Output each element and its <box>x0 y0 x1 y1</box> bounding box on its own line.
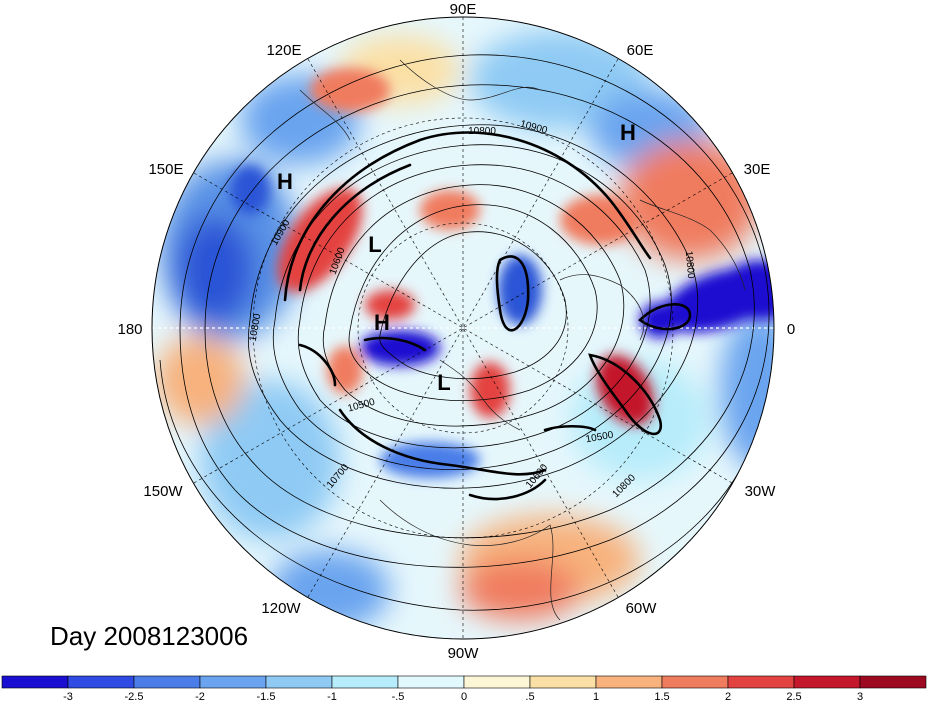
colorbar-tick-label: -.5 <box>392 691 405 702</box>
jet-contours <box>283 131 692 501</box>
colorbar-box <box>265 675 333 689</box>
colorbar: -3 -2.5 -2 -1.5 -1 -.5 0 .5 1 1.5 2 2.5 3 <box>1 675 927 702</box>
lon-label-30w: 30W <box>745 483 777 500</box>
colorbar-tick-label: -2 <box>195 691 205 702</box>
colorbar-box <box>331 675 399 689</box>
colorbar-box <box>529 675 597 689</box>
contour-label: 10800 <box>248 312 264 342</box>
height-contours <box>159 54 770 611</box>
colorbar-box <box>793 675 861 689</box>
colorbar-tick-label: -3 <box>63 691 73 702</box>
colorbar-box <box>133 675 201 689</box>
map-title: Day 2008123006 <box>50 621 248 651</box>
high-label: H <box>277 169 293 194</box>
lon-label-180: 180 <box>117 321 142 338</box>
lon-label-90e: 90E <box>450 1 477 18</box>
low-label: L <box>437 370 450 395</box>
lon-label-30e: 30E <box>744 161 771 178</box>
lon-label-120e: 120E <box>266 42 301 59</box>
colorbar-tick-label: 1 <box>593 691 599 702</box>
colorbar-box <box>199 675 267 689</box>
colorbar-tick-label: -1.5 <box>257 691 276 702</box>
colorbar-box <box>595 675 663 689</box>
colorbar-box <box>661 675 729 689</box>
map-boundary <box>151 16 775 640</box>
colorbar-tick-label: 0 <box>461 691 467 702</box>
colorbar-tick-label: 1.5 <box>654 691 669 702</box>
coastlines <box>299 59 746 621</box>
colorbar-box <box>67 675 135 689</box>
colorbar-box <box>463 675 531 689</box>
lon-label-0: 0 <box>787 321 795 338</box>
lon-label-60w: 60W <box>626 600 658 617</box>
colorbar-box <box>859 675 927 689</box>
colorbar-tick-label: -2.5 <box>125 691 144 702</box>
contour-label: 10500 <box>585 430 615 446</box>
colorbar-tick-label: 2 <box>725 691 731 702</box>
lon-label-150e: 150E <box>148 161 183 178</box>
low-label: L <box>368 232 381 257</box>
colorbar-tick-label: 2.5 <box>786 691 801 702</box>
colorbar-box <box>727 675 795 689</box>
colorbar-box <box>1 675 69 689</box>
longitude-labels: 90E 60E 30E 0 30W 60W 90W 120W 150W 180 … <box>117 1 795 662</box>
lon-label-150w: 150W <box>143 483 183 500</box>
high-label: H <box>620 120 636 145</box>
lon-label-60e: 60E <box>627 42 654 59</box>
pressure-centers: H H H L L <box>277 120 636 395</box>
colorbar-tick-label: .5 <box>525 691 534 702</box>
lon-label-120w: 120W <box>261 600 301 617</box>
contour-label: 10800 <box>468 126 496 137</box>
contour-label: 10800 <box>683 250 696 279</box>
colorbar-tick-label: -1 <box>327 691 337 702</box>
high-label: H <box>374 310 390 335</box>
lon-label-90w: 90W <box>448 645 480 662</box>
colorbar-box <box>397 675 465 689</box>
colorbar-tick-label: 3 <box>857 691 863 702</box>
